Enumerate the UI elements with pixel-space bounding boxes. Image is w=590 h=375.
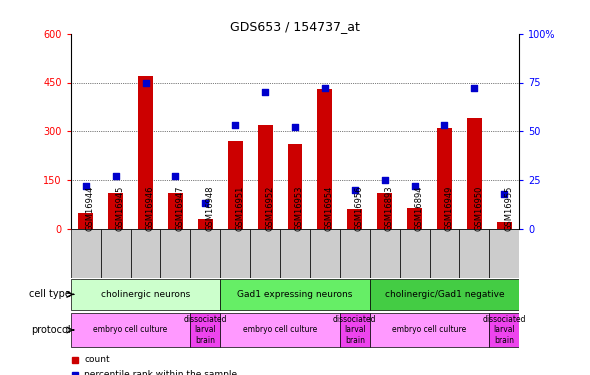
Point [440,122,449,128]
Bar [317,89,332,229]
Text: GSM16954: GSM16954 [325,186,334,231]
Text: GSM16951: GSM16951 [235,186,244,231]
Point [320,86,330,92]
Text: GSM16946: GSM16946 [146,186,155,231]
Text: GSM16945: GSM16945 [116,186,124,231]
Text: embryo cell culture: embryo cell culture [93,326,168,334]
Text: dissociated
larval
brain: dissociated larval brain [483,315,526,345]
Bar [130,229,160,278]
Point [111,173,120,179]
Bar [191,229,220,278]
Point [380,177,389,183]
Bar [340,229,370,278]
Bar [370,279,519,310]
Bar [437,128,452,229]
Text: GSM16894: GSM16894 [415,186,424,231]
Bar [71,313,191,347]
Text: dissociated
larval
brain: dissociated larval brain [333,315,376,345]
Text: GSM16944: GSM16944 [86,186,95,231]
Point [350,187,359,193]
Title: GDS653 / 154737_at: GDS653 / 154737_at [230,20,360,33]
Text: GSM16955: GSM16955 [504,186,513,231]
Bar [489,313,519,347]
Bar [287,144,303,229]
Bar [71,279,220,310]
Point [81,183,90,189]
Text: embryo cell culture: embryo cell culture [392,326,467,334]
Bar [497,222,512,229]
Text: GSM16948: GSM16948 [205,186,214,231]
Bar [108,193,123,229]
Point [290,124,300,130]
Bar [228,141,242,229]
Point [201,200,210,206]
Bar [280,229,310,278]
Bar [407,208,422,229]
Text: percentile rank within the sample: percentile rank within the sample [84,370,237,375]
Text: GSM16949: GSM16949 [444,186,454,231]
Bar [101,229,130,278]
Point [141,80,150,86]
Text: GSM16953: GSM16953 [295,186,304,231]
Bar [71,229,101,278]
Bar [198,219,213,229]
Bar [258,125,273,229]
Text: GSM16893: GSM16893 [385,186,394,231]
Bar [310,229,340,278]
Text: Gad1 expressing neurons: Gad1 expressing neurons [237,290,353,299]
Bar [460,229,489,278]
Text: protocol: protocol [31,325,71,335]
Text: embryo cell culture: embryo cell culture [243,326,317,334]
Bar [168,193,183,229]
Bar [399,229,430,278]
Point [500,190,509,196]
Text: cholinergic/Gad1 negative: cholinergic/Gad1 negative [385,290,504,299]
Bar [250,229,280,278]
Bar [138,76,153,229]
Bar [78,213,93,229]
Text: GSM16956: GSM16956 [355,186,364,231]
Bar [370,313,489,347]
Text: cholinergic neurons: cholinergic neurons [101,290,190,299]
Bar [191,313,220,347]
Text: GSM16947: GSM16947 [175,186,185,231]
Bar [430,229,460,278]
Bar [160,229,191,278]
Text: cell type: cell type [29,290,71,299]
Text: dissociated
larval
brain: dissociated larval brain [183,315,227,345]
Bar [340,313,370,347]
Bar [370,229,399,278]
Text: count: count [84,355,110,364]
Point [171,173,180,179]
Bar [467,118,482,229]
Text: GSM16952: GSM16952 [265,186,274,231]
Bar [220,229,250,278]
Point [410,183,419,189]
Bar [220,313,340,347]
Point [260,89,270,95]
Bar [377,193,392,229]
Bar [220,279,370,310]
Text: GSM16950: GSM16950 [474,186,483,231]
Bar [348,209,362,229]
Point [231,122,240,128]
Bar [489,229,519,278]
Point [470,86,479,92]
